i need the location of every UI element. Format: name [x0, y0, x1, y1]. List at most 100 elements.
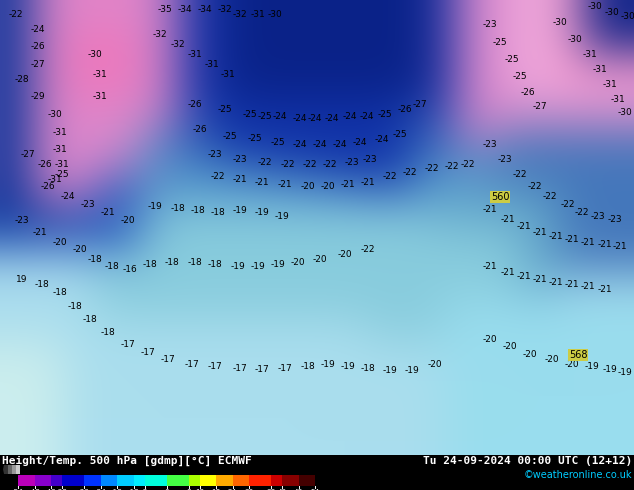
Text: -23: -23: [498, 155, 512, 165]
Text: 42: 42: [278, 489, 287, 490]
Text: 0: 0: [164, 489, 169, 490]
Text: -31: -31: [55, 160, 69, 170]
Text: -25: -25: [378, 110, 392, 120]
Bar: [134, 475, 145, 486]
Text: 12: 12: [195, 489, 204, 490]
Text: -20: -20: [338, 250, 353, 259]
Text: -48: -48: [29, 489, 41, 490]
Text: -38: -38: [56, 489, 68, 490]
Text: -19: -19: [275, 212, 289, 221]
Text: -8: -8: [141, 489, 148, 490]
Text: -21: -21: [101, 208, 115, 218]
Text: -21: -21: [581, 238, 595, 247]
Bar: [84, 475, 101, 486]
Text: -31: -31: [593, 66, 607, 74]
Text: -30: -30: [588, 2, 602, 11]
Text: 30: 30: [244, 489, 254, 490]
Text: -27: -27: [413, 100, 427, 109]
Text: -25: -25: [248, 134, 262, 144]
Text: -17: -17: [120, 340, 136, 349]
Text: -18: -18: [105, 262, 119, 271]
Text: -24: -24: [375, 135, 389, 145]
Text: Tu 24-09-2024 00:00 UTC (12+12): Tu 24-09-2024 00:00 UTC (12+12): [423, 456, 632, 466]
Text: -19: -19: [404, 366, 419, 375]
Bar: [200, 475, 216, 486]
Text: -17: -17: [141, 348, 155, 357]
Text: -24: -24: [343, 112, 357, 122]
Text: -26: -26: [193, 125, 207, 134]
Text: -20: -20: [428, 360, 443, 369]
Text: 8: 8: [186, 489, 191, 490]
Text: -20: -20: [53, 238, 67, 247]
Text: -16: -16: [122, 265, 138, 274]
Text: -25: -25: [392, 130, 407, 140]
Text: -21: -21: [598, 241, 612, 249]
Text: -22: -22: [444, 162, 459, 171]
Text: -23: -23: [482, 141, 497, 149]
Text: -25: -25: [223, 132, 237, 142]
Text: -21: -21: [255, 178, 269, 187]
Text: 18: 18: [211, 489, 221, 490]
Text: -18: -18: [191, 206, 205, 216]
Text: 38: 38: [266, 489, 276, 490]
Text: -24: -24: [31, 25, 45, 34]
Text: -21: -21: [340, 180, 355, 190]
Text: -21: -21: [482, 205, 497, 214]
Text: Height/Temp. 500 hPa [gdmp][°C] ECMWF: Height/Temp. 500 hPa [gdmp][°C] ECMWF: [2, 456, 252, 466]
Text: -18: -18: [171, 204, 185, 213]
Text: -18: -18: [361, 364, 375, 373]
Text: -23: -23: [607, 216, 623, 224]
Bar: [145, 475, 167, 486]
Text: -27: -27: [533, 102, 547, 111]
Text: -19: -19: [233, 206, 247, 216]
Text: -26: -26: [521, 88, 535, 98]
Text: -21: -21: [482, 262, 497, 271]
Text: -18: -18: [143, 260, 157, 270]
Text: -29: -29: [30, 93, 45, 101]
Text: -19: -19: [603, 365, 618, 374]
Text: -21: -21: [533, 228, 547, 237]
Text: -24: -24: [293, 115, 307, 123]
Bar: [62, 475, 84, 486]
Text: -18: -18: [301, 362, 315, 371]
Text: -25: -25: [55, 171, 69, 179]
Text: -32: -32: [217, 5, 232, 15]
Text: -18: -18: [207, 260, 223, 270]
Text: -20: -20: [545, 355, 559, 364]
Text: -21: -21: [501, 269, 515, 277]
Text: -31: -31: [603, 80, 618, 90]
Text: -24: -24: [325, 115, 339, 123]
Text: -23: -23: [363, 155, 377, 165]
Text: -20: -20: [313, 255, 327, 264]
Bar: [117, 475, 134, 486]
Bar: [51, 475, 62, 486]
Bar: [16, 465, 20, 474]
Text: -21: -21: [233, 175, 247, 184]
Text: -18: -18: [87, 255, 102, 264]
Text: -26: -26: [37, 160, 53, 170]
Text: -30: -30: [78, 489, 90, 490]
Text: -24: -24: [61, 193, 75, 201]
Text: -21: -21: [565, 280, 579, 289]
Text: -31: -31: [93, 71, 107, 79]
Bar: [216, 475, 233, 486]
Text: -20: -20: [522, 350, 537, 359]
Bar: [167, 475, 188, 486]
Text: -22: -22: [527, 182, 542, 192]
Text: -18: -18: [68, 302, 82, 311]
Text: -30: -30: [567, 35, 583, 45]
Text: -17: -17: [278, 364, 292, 373]
Text: -21: -21: [598, 285, 612, 294]
Text: -20: -20: [565, 360, 579, 369]
Bar: [12, 465, 16, 474]
Text: -25: -25: [217, 105, 232, 115]
Text: -21: -21: [278, 180, 292, 190]
Text: 24: 24: [228, 489, 237, 490]
Text: -17: -17: [184, 360, 199, 369]
Text: -31: -31: [53, 146, 67, 154]
Text: -21: -21: [517, 222, 531, 231]
Text: -26: -26: [188, 100, 202, 109]
Text: -30: -30: [618, 108, 632, 118]
Text: -23: -23: [345, 158, 359, 168]
Text: -22: -22: [560, 200, 575, 209]
